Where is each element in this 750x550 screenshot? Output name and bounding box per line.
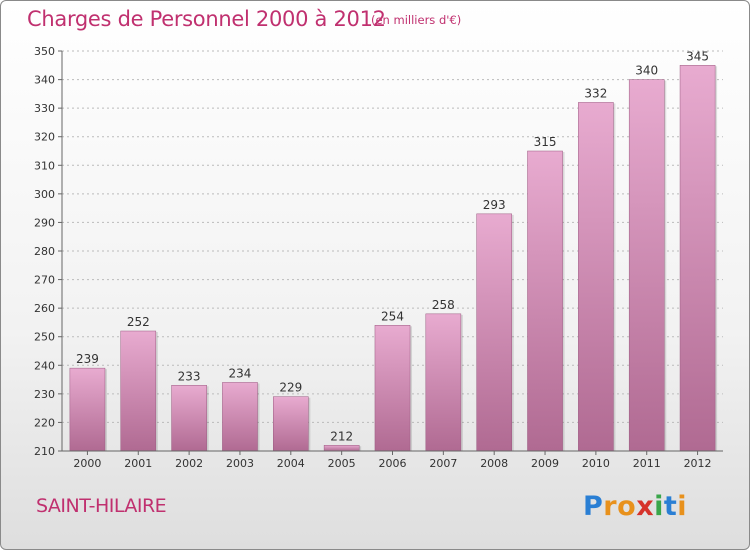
logo-letter: r: [603, 491, 618, 522]
y-tick-label: 250: [34, 331, 55, 344]
x-tick-label: 2012: [684, 457, 712, 470]
y-tick-label: 260: [34, 302, 55, 315]
x-tick-label: 2009: [531, 457, 559, 470]
y-tick-label: 270: [34, 274, 55, 287]
x-tick-label: 2001: [124, 457, 152, 470]
logo-letter: x: [636, 491, 655, 522]
bar: [69, 367, 106, 452]
bar-value-label: 315: [534, 135, 557, 149]
bar-value-label: 340: [635, 64, 658, 78]
bar-value-label: 252: [127, 315, 150, 329]
x-tick-label: 2007: [429, 457, 457, 470]
bar: [273, 396, 309, 452]
x-tick-label: 2011: [633, 457, 661, 470]
bar-value-label: 234: [229, 366, 252, 380]
bar: [222, 382, 258, 452]
logo-letter: P: [583, 491, 604, 522]
x-tick-label: 2010: [582, 457, 610, 470]
bar-value-label: 293: [483, 198, 506, 212]
y-tick-label: 350: [34, 45, 55, 58]
y-tick-label: 310: [34, 159, 55, 172]
bar-value-label: 345: [686, 49, 709, 63]
bars: [69, 65, 718, 452]
x-tick-label: 2005: [328, 457, 356, 470]
bar: [628, 79, 665, 452]
x-tick-label: 2004: [277, 457, 305, 470]
bar-value-label: 258: [432, 298, 455, 312]
y-tick-label: 280: [34, 245, 55, 258]
chart-subtitle: (en milliers d'€): [371, 13, 462, 27]
logo-letter: i: [654, 491, 664, 522]
bar-value-label: 233: [178, 369, 201, 383]
axes: [58, 50, 723, 455]
bar-value-label: 229: [279, 381, 302, 395]
bar-value-label: 254: [381, 309, 404, 323]
x-tick-label: 2003: [226, 457, 254, 470]
logo-letter: i: [677, 491, 688, 522]
bar: [323, 445, 360, 452]
y-tick-label: 230: [34, 388, 55, 401]
y-tick-label: 290: [34, 216, 55, 229]
bar: [425, 313, 462, 452]
x-tick-label: 2002: [175, 457, 203, 470]
bar-value-label: 332: [584, 86, 607, 100]
bar: [120, 330, 157, 452]
chart-title: Charges de Personnel 2000 à 2012: [27, 7, 386, 31]
y-tick-label: 220: [34, 416, 55, 429]
bar: [171, 385, 207, 452]
y-tick-label: 210: [34, 445, 55, 458]
y-tick-label: 340: [34, 74, 55, 87]
labels: 210 220 230 240 250 260 270 280 290 300 310 320 330 3…: [34, 45, 712, 470]
proxiti-logo: Proxiti: [583, 491, 687, 522]
bar: [679, 65, 716, 452]
y-tick-label: 320: [34, 131, 55, 144]
y-tick-label: 330: [34, 102, 55, 115]
bar: [527, 150, 563, 452]
bar: [578, 102, 614, 452]
x-tick-label: 2006: [379, 457, 407, 470]
y-tick-label: 240: [34, 359, 55, 372]
bar: [476, 213, 512, 452]
y-tick-label: 300: [34, 188, 55, 201]
bar-value-label: 239: [76, 352, 99, 366]
logo-letter: t: [663, 491, 678, 522]
x-tick-label: 2008: [480, 457, 508, 470]
town-name: SAINT-HILAIRE: [36, 495, 167, 517]
x-tick-label: 2000: [73, 457, 101, 470]
logo-letter: o: [617, 491, 637, 522]
bar-value-label: 212: [330, 429, 353, 443]
bar: [374, 325, 411, 452]
